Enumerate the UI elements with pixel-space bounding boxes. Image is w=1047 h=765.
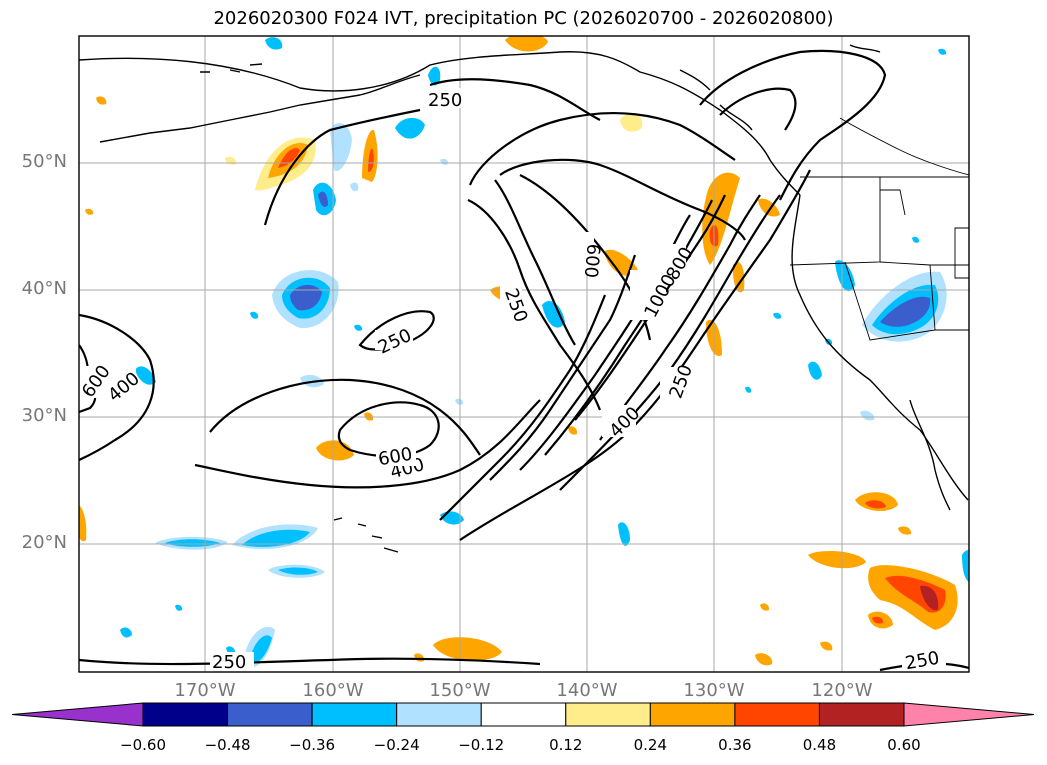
colorbar-tick-label: 0.60 — [887, 736, 921, 754]
precip-shading — [79, 36, 969, 668]
colorbar-extend-high — [903, 702, 1035, 727]
colorbar-segment — [396, 702, 482, 727]
lat-label-20n: 20°N — [21, 532, 67, 553]
colorbar-segment — [649, 702, 736, 727]
contour-label: 250 — [212, 652, 246, 673]
colorbar — [11, 702, 1035, 727]
colorbar-segment — [818, 702, 905, 727]
colorbar-tick-label: 0.12 — [549, 736, 583, 754]
colorbar-tick-label: 0.24 — [633, 736, 668, 754]
lon-label-120w: 120°W — [811, 680, 873, 701]
lat-label-30n: 30°N — [21, 405, 67, 426]
colorbar-extend-low — [11, 702, 144, 727]
lon-label-160w: 160°W — [302, 680, 364, 701]
colorbar-tick-label: −0.24 — [373, 736, 420, 754]
lat-label-40n: 40°N — [21, 278, 67, 299]
lon-label-140w: 140°W — [556, 680, 618, 701]
lon-label-130w: 130°W — [683, 680, 745, 701]
colorbar-segment — [311, 702, 398, 727]
colorbar-segment — [734, 702, 820, 727]
state-borders — [789, 117, 969, 341]
colorbar-tick-label: −0.48 — [204, 736, 251, 754]
colorbar-tick-label: −0.36 — [289, 736, 336, 754]
map-frame — [78, 35, 970, 673]
contour-label: 250 — [428, 90, 462, 111]
colorbar-segment — [480, 702, 567, 727]
lon-label-150w: 150°W — [429, 680, 491, 701]
colorbar-segment — [227, 702, 313, 727]
lat-label-50n: 50°N — [21, 151, 67, 172]
colorbar-segment — [565, 702, 651, 727]
coastlines — [79, 44, 969, 553]
contour-label: 600 — [580, 243, 604, 279]
lon-label-170w: 170°W — [174, 680, 236, 701]
contour-label: 250 — [904, 648, 941, 675]
colorbar-tick-label: −0.60 — [120, 736, 166, 754]
colorbar-tick-label: 0.48 — [802, 736, 837, 754]
map-title: 2026020300 F024 IVT, precipitation PC (2… — [213, 8, 834, 29]
colorbar-tick-label: −0.12 — [458, 736, 505, 754]
colorbar-segment — [142, 702, 229, 727]
colorbar-tick-label: 0.36 — [718, 736, 752, 754]
